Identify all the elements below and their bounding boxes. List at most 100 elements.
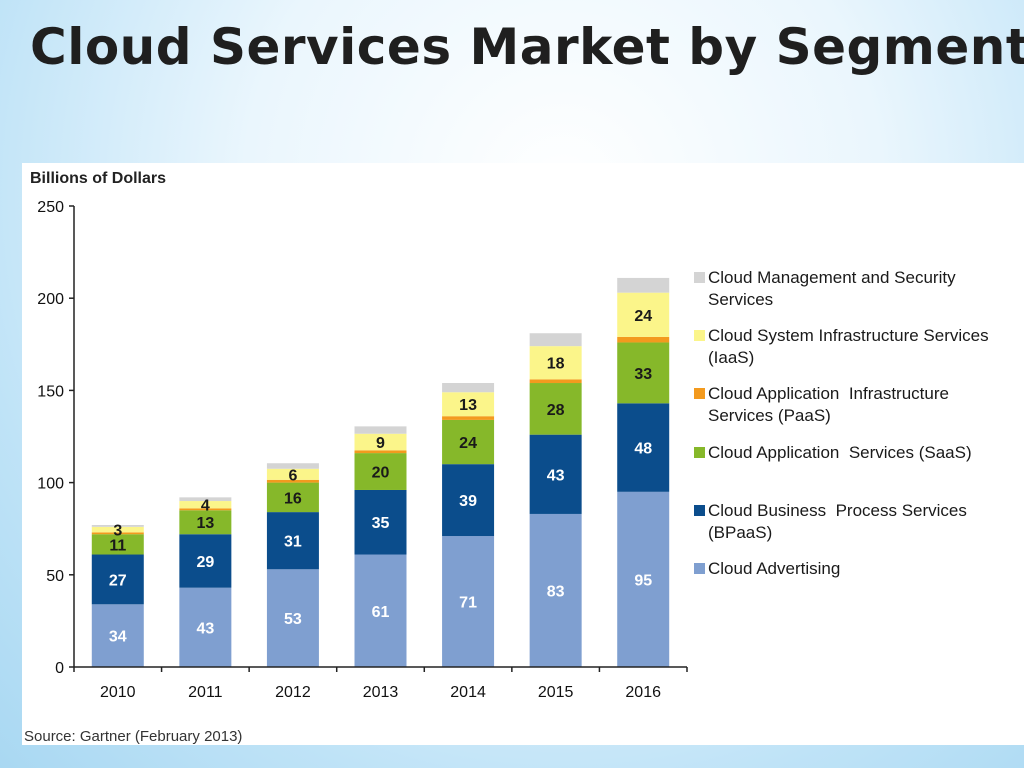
y-tick-label: 50 xyxy=(46,568,64,585)
legend-swatch xyxy=(694,272,705,283)
y-tick-label: 150 xyxy=(37,383,64,400)
data-label: 18 xyxy=(547,356,565,373)
bar-segment-iaas xyxy=(91,526,144,533)
bar-segment-bpaas xyxy=(354,489,407,555)
bar-segment-cloud-advertising xyxy=(354,554,407,667)
y-tick-label: 250 xyxy=(37,199,64,216)
data-label: 24 xyxy=(459,435,477,452)
legend-item: Cloud Business Process Services (BPaaS) xyxy=(694,500,967,544)
legend-label-line: Cloud Management and Security xyxy=(708,268,956,287)
data-label: 16 xyxy=(284,490,302,507)
legend-swatch xyxy=(694,447,705,458)
data-label: 83 xyxy=(547,583,565,600)
data-label: 95 xyxy=(634,572,652,589)
x-tick-label: 2012 xyxy=(275,684,311,701)
bar-segment-saas xyxy=(266,482,319,513)
data-label: 24 xyxy=(634,308,652,325)
data-label: 6 xyxy=(288,467,297,484)
x-tick-label: 2016 xyxy=(625,684,661,701)
legend-item: Cloud System Infrastructure Services (Iaa… xyxy=(694,325,989,369)
chart-panel: Billions of Dollars 34 27 11 3 43 29 13 4 53 31 16… xyxy=(22,163,1024,745)
legend-item: Cloud Application Infrastructure Services… xyxy=(694,383,949,427)
bar-segment-saas xyxy=(529,383,582,435)
legend-swatch xyxy=(694,505,705,516)
data-label: 39 xyxy=(459,493,477,510)
legend-swatch xyxy=(694,563,705,574)
bar-segment-bpaas xyxy=(617,403,670,492)
stacked-bar-chart: Billions of Dollars 34271134329134533116… xyxy=(30,170,688,701)
data-label: 13 xyxy=(459,397,477,414)
data-label: 9 xyxy=(376,435,385,452)
legend-item: Cloud Advertising xyxy=(694,558,840,580)
bar-segment-iaas xyxy=(442,392,495,417)
x-tick-label: 2015 xyxy=(538,684,574,701)
legend-label: Cloud Application Infrastructure Services… xyxy=(708,383,949,427)
bar-segment-iaas xyxy=(529,346,582,380)
data-label: 20 xyxy=(372,465,390,482)
bar-segment-cloud-advertising xyxy=(266,569,319,667)
x-tick-label: 2014 xyxy=(450,684,486,701)
data-label: 4 xyxy=(201,498,210,515)
bar-segment-paas xyxy=(266,479,319,483)
bar-segment-saas xyxy=(442,419,495,465)
legend-label: Cloud Management and Security Services xyxy=(708,267,956,311)
bar-segment-saas xyxy=(91,534,144,555)
y-axis-title: Billions of Dollars xyxy=(30,170,166,187)
y-tick-label: 100 xyxy=(37,476,64,493)
bar-segment-paas xyxy=(91,532,144,535)
bar-segment-bpaas xyxy=(266,512,319,570)
data-label: 27 xyxy=(109,572,127,589)
bar-segment-saas xyxy=(354,453,407,490)
data-label: 34 xyxy=(109,629,127,646)
bar-segment-iaas xyxy=(354,433,407,451)
data-label: 3 xyxy=(113,523,122,540)
slide-title: Cloud Services Market by Segment xyxy=(30,18,1024,76)
x-tick-label: 2010 xyxy=(100,684,136,701)
data-label: 28 xyxy=(547,402,565,419)
bar-segment-bpaas xyxy=(91,554,144,605)
bar-segment-saas xyxy=(617,342,670,404)
data-label: 53 xyxy=(284,611,302,628)
data-label: 61 xyxy=(372,604,390,621)
legend-label-line: Cloud Application Services (SaaS) xyxy=(708,443,972,462)
bar-segment-bpaas xyxy=(179,534,232,588)
source-note: Source: Gartner (February 2013) xyxy=(24,728,243,745)
bar-segment-cloud-advertising xyxy=(91,604,144,667)
bar-segment-management-security xyxy=(529,333,582,347)
bar-segment-iaas xyxy=(179,501,232,509)
bar-segment-cloud-advertising xyxy=(179,587,232,667)
legend-label-line: Cloud Application Infrastructure xyxy=(708,384,949,403)
bar-segment-management-security xyxy=(617,277,670,293)
legend-label-line: Cloud Advertising xyxy=(708,559,841,578)
legend-item: Cloud Management and Security Services xyxy=(694,267,956,311)
y-tick-label: 0 xyxy=(55,660,64,677)
legend-swatch xyxy=(694,330,705,341)
x-tick-label: 2013 xyxy=(363,684,399,701)
legend-label-line: (BPaaS) xyxy=(708,523,773,542)
legend-swatch xyxy=(694,388,705,399)
data-label: 13 xyxy=(196,515,214,532)
data-label: 33 xyxy=(634,366,652,383)
legend-item: Cloud Application Services (SaaS) xyxy=(694,442,972,464)
y-tick-label: 200 xyxy=(37,291,64,308)
data-label: 11 xyxy=(109,537,126,554)
bar-segment-bpaas xyxy=(442,464,495,537)
bar-segment-paas xyxy=(179,508,232,511)
data-label: 43 xyxy=(547,467,565,484)
bar-segment-iaas xyxy=(617,292,670,337)
bar-segment-paas xyxy=(354,450,407,454)
legend-label-line: Cloud Business Process Services xyxy=(708,501,967,520)
bar-segment-management-security xyxy=(354,426,407,434)
bar-segment-iaas xyxy=(266,468,319,480)
x-tick-label: 2011 xyxy=(188,684,223,701)
data-label: 29 xyxy=(196,554,214,571)
legend-label: Cloud Application Services (SaaS) xyxy=(708,442,972,464)
bar-segment-management-security xyxy=(442,383,495,393)
bar-segment-paas xyxy=(617,336,670,343)
data-label: 43 xyxy=(196,620,214,637)
bar-segment-paas xyxy=(442,416,495,420)
legend-label-line: Services (PaaS) xyxy=(708,406,831,425)
legend-label-line: Cloud System Infrastructure Services xyxy=(708,326,989,345)
bar-segment-bpaas xyxy=(529,434,582,514)
bar-segment-saas xyxy=(179,510,232,535)
